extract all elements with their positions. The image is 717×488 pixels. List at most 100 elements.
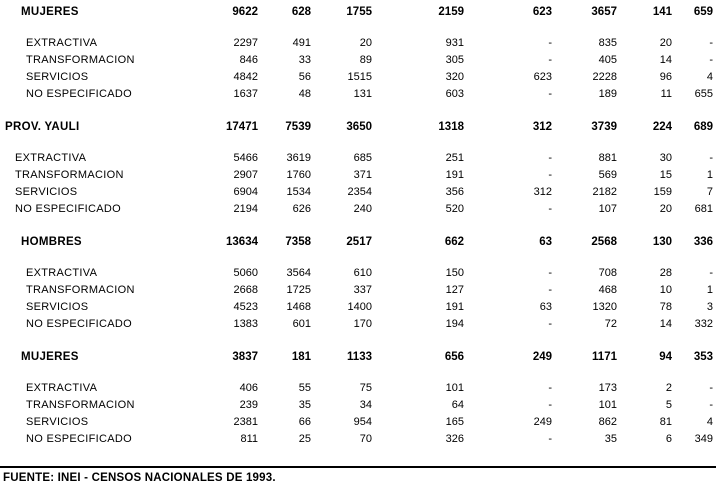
value-cell: 165 <box>445 416 464 428</box>
value-cell: 6 <box>665 433 672 445</box>
value-cell: 20 <box>359 37 372 49</box>
value-cell: 130 <box>652 236 672 248</box>
value-cell: 101 <box>445 382 464 394</box>
value-cell: 5466 <box>233 152 258 164</box>
value-cell: - <box>548 399 552 411</box>
value-cell: 655 <box>694 88 713 100</box>
value-cell: 101 <box>598 399 617 411</box>
value-cell: 239 <box>239 399 258 411</box>
value-cell: 170 <box>353 318 372 330</box>
row-label: SERVICIOS <box>15 186 78 198</box>
value-cell: 5060 <box>233 267 258 279</box>
value-cell: - <box>548 318 552 330</box>
value-cell: 520 <box>445 203 464 215</box>
value-cell: 189 <box>598 88 617 100</box>
value-cell: 491 <box>292 37 311 49</box>
section-header-row: MUJERES 9622 628 1755 2159 623 3657 141 659 <box>0 4 713 21</box>
value-cell: 3739 <box>591 121 617 133</box>
value-cell: 685 <box>353 152 372 164</box>
value-cell: 194 <box>445 318 464 330</box>
value-cell: - <box>548 37 552 49</box>
value-cell: 94 <box>659 351 672 363</box>
value-cell: 3 <box>706 301 713 313</box>
value-cell: 312 <box>532 121 552 133</box>
table-row: NO ESPECIFICADO 811 25 70 326 - 35 6 349 <box>0 431 713 448</box>
value-cell: - <box>709 399 713 411</box>
source-note: FUENTE: INEI - CENSOS NACIONALES DE 1993… <box>0 466 716 484</box>
value-cell: 20 <box>659 37 672 49</box>
value-cell: 81 <box>659 416 672 428</box>
value-cell: 626 <box>292 203 311 215</box>
row-label: TRANSFORMACION <box>26 399 135 411</box>
value-cell: - <box>548 152 552 164</box>
value-cell: 3650 <box>346 121 372 133</box>
value-cell: 2381 <box>233 416 258 428</box>
value-cell: 66 <box>298 416 311 428</box>
value-cell: 70 <box>359 433 372 445</box>
table-row: TRANSFORMACION 2907 1760 371 191 - 569 15 1 <box>0 167 713 184</box>
value-cell: - <box>548 267 552 279</box>
table-row: EXTRACTIVA 5466 3619 685 251 - 881 30 - <box>0 150 713 167</box>
value-cell: 337 <box>353 284 372 296</box>
value-cell: 931 <box>445 37 464 49</box>
value-cell: - <box>709 54 713 66</box>
row-label: SERVICIOS <box>26 301 89 313</box>
value-cell: 159 <box>653 186 672 198</box>
value-cell: - <box>709 267 713 279</box>
table-row: NO ESPECIFICADO 1383 601 170 194 - 72 14 332 <box>0 316 713 333</box>
value-cell: 610 <box>353 267 372 279</box>
value-cell: - <box>709 37 713 49</box>
table-row: SERVICIOS 4523 1468 1400 191 63 1320 78 3 <box>0 299 713 316</box>
value-cell: 569 <box>598 169 617 181</box>
table-row: NO ESPECIFICADO 1637 48 131 603 - 189 11 655 <box>0 86 713 103</box>
table-row: SERVICIOS 2381 66 954 165 249 862 81 4 <box>0 414 713 431</box>
value-cell: 320 <box>445 71 464 83</box>
value-cell: 249 <box>532 351 552 363</box>
value-cell: 224 <box>652 121 672 133</box>
value-cell: 2907 <box>233 169 258 181</box>
value-cell: 2354 <box>347 186 372 198</box>
value-cell: 48 <box>298 88 311 100</box>
value-cell: 305 <box>445 54 464 66</box>
value-cell: 2194 <box>233 203 258 215</box>
value-cell: 3619 <box>286 152 311 164</box>
row-label: EXTRACTIVA <box>26 382 98 394</box>
value-cell: 72 <box>604 318 617 330</box>
value-cell: 2182 <box>592 186 617 198</box>
value-cell: 78 <box>659 301 672 313</box>
value-cell: 5 <box>665 399 672 411</box>
value-cell: 75 <box>359 382 372 394</box>
row-label: NO ESPECIFICADO <box>26 88 132 100</box>
value-cell: 33 <box>298 54 311 66</box>
value-cell: 356 <box>445 186 464 198</box>
value-cell: 623 <box>532 6 552 18</box>
value-cell: 1133 <box>347 351 372 363</box>
value-cell: 1400 <box>347 301 372 313</box>
value-cell: 35 <box>298 399 311 411</box>
value-cell: 15 <box>659 169 672 181</box>
value-cell: 371 <box>353 169 372 181</box>
value-cell: - <box>548 54 552 66</box>
value-cell: 63 <box>539 236 552 248</box>
value-cell: 2568 <box>591 236 617 248</box>
row-label: HOMBRES <box>21 236 82 248</box>
value-cell: 56 <box>298 71 311 83</box>
row-label: PROV. YAULI <box>5 121 80 133</box>
value-cell: 7 <box>706 186 713 198</box>
section-header-row: PROV. YAULI 17471 7539 3650 1318 312 3739 224 68… <box>0 119 713 136</box>
value-cell: 14 <box>659 318 672 330</box>
section-header-row: HOMBRES 13634 7358 2517 662 63 2568 130 336 <box>0 234 713 251</box>
value-cell: 3837 <box>232 351 258 363</box>
value-cell: 2 <box>665 382 672 394</box>
value-cell: 1637 <box>233 88 258 100</box>
value-cell: 7539 <box>285 121 311 133</box>
table-row: SERVICIOS 6904 1534 2354 356 312 2182 159 7 <box>0 184 713 201</box>
value-cell: 107 <box>598 203 617 215</box>
value-cell: 55 <box>298 382 311 394</box>
value-cell: 689 <box>693 121 713 133</box>
value-cell: 468 <box>598 284 617 296</box>
value-cell: 659 <box>693 6 713 18</box>
value-cell: 6904 <box>233 186 258 198</box>
value-cell: 3564 <box>286 267 311 279</box>
